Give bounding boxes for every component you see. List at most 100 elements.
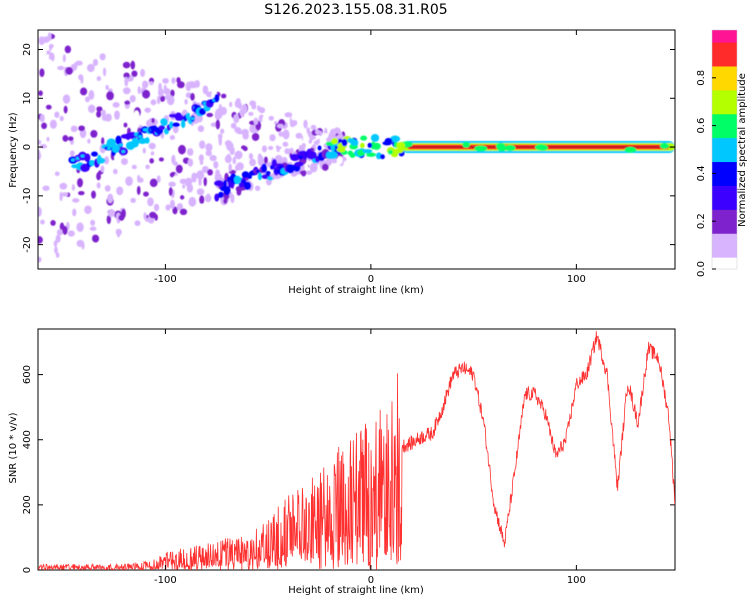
colorbar-step [712,133,737,139]
noise-blob [149,178,158,188]
track-blob [294,161,304,167]
noise-blob [309,162,318,173]
noise-blob [101,115,110,122]
noise-blob [232,156,237,165]
track-blob [309,151,317,161]
noise-blob [205,143,213,152]
noise-blob [90,219,96,226]
noise-blob [118,214,125,221]
colorbar-step [712,145,737,151]
noise-blob [321,163,329,171]
noise-blob [143,191,149,197]
noise-blob [254,185,261,192]
noise-blob [123,122,128,128]
spectrogram-x-ticks: -100 0 100 [154,30,586,285]
noise-blob [137,174,141,183]
noise-blob [90,130,98,138]
noise-blob [153,203,160,212]
noise-blob [136,185,141,196]
noise-blob [163,84,167,94]
noise-blob [267,145,274,151]
track-blob [198,108,206,115]
noise-blob [38,256,42,263]
noise-blob [277,109,282,116]
noise-blob [59,115,64,122]
noise-blob [233,113,240,124]
noise-blob [124,76,129,87]
noise-blob [85,96,90,103]
track-peak [106,146,111,150]
noise-blob [230,122,237,129]
noise-blob [226,141,234,152]
noise-blob [144,107,151,113]
noise-blob [57,65,65,71]
transition-blob [396,141,406,150]
colorbar-step [712,137,737,143]
noise-blob [75,60,83,66]
noise-blob [282,141,289,147]
track-blob [158,125,165,131]
noise-blob [131,164,137,170]
colorbar-step [712,49,737,55]
noise-blob [224,155,232,164]
track-blob [290,153,300,162]
y-tick-label: 10 [22,92,33,105]
track-peak [114,147,119,151]
colorbar-step [712,85,737,91]
transition-blob [359,142,365,149]
colorbar-step [712,265,737,270]
colorbar-step [712,233,737,238]
noise-blob [258,107,266,114]
noise-blob [207,169,213,176]
colorbar-step [712,125,737,131]
transition-blob [336,147,346,153]
noise-blob [124,100,131,105]
noise-blob [158,157,164,162]
noise-blob [202,85,209,95]
noise-blob [196,170,205,180]
y-tick-label: 0 [22,144,33,150]
noise-blob [216,152,222,160]
colorbar-step [712,185,737,190]
colorbar-step [712,153,737,159]
transition-blob [366,152,376,157]
noise-blob [50,219,56,226]
noise-blob [41,122,48,130]
colorbar-step [712,117,737,123]
noise-blob [182,184,186,189]
noise-blob [176,77,181,84]
noise-blob [96,182,101,189]
noise-blob [215,108,223,119]
noise-blob [56,229,64,236]
y-tick-label: -20 [22,236,33,252]
noise-blob [284,112,293,118]
noise-blob [141,80,149,89]
noise-blob [239,108,245,117]
noise-blob [76,222,84,232]
noise-blob [268,115,274,121]
x-tick-label: -100 [154,274,177,285]
noise-blob [104,156,110,165]
noise-blob [199,203,204,212]
noise-blob [125,176,133,187]
carrier-dip [504,144,516,151]
noise-blob [55,234,61,243]
noise-blob [294,142,300,149]
noise-blob [301,142,306,149]
noise-blob [257,153,262,162]
noise-blob [162,77,169,84]
noise-blob [234,164,240,172]
track-blob [137,138,147,145]
track-peak [128,144,133,148]
transition-blob [347,150,353,156]
noise-blob [218,136,222,146]
colorbar-step [712,241,737,246]
noise-blob [242,146,248,152]
noise-blob [198,154,204,162]
noise-blob [99,53,106,61]
noise-blob [54,111,60,118]
noise-blob [145,164,150,170]
noise-blob [107,209,115,218]
noise-blob [173,161,179,167]
